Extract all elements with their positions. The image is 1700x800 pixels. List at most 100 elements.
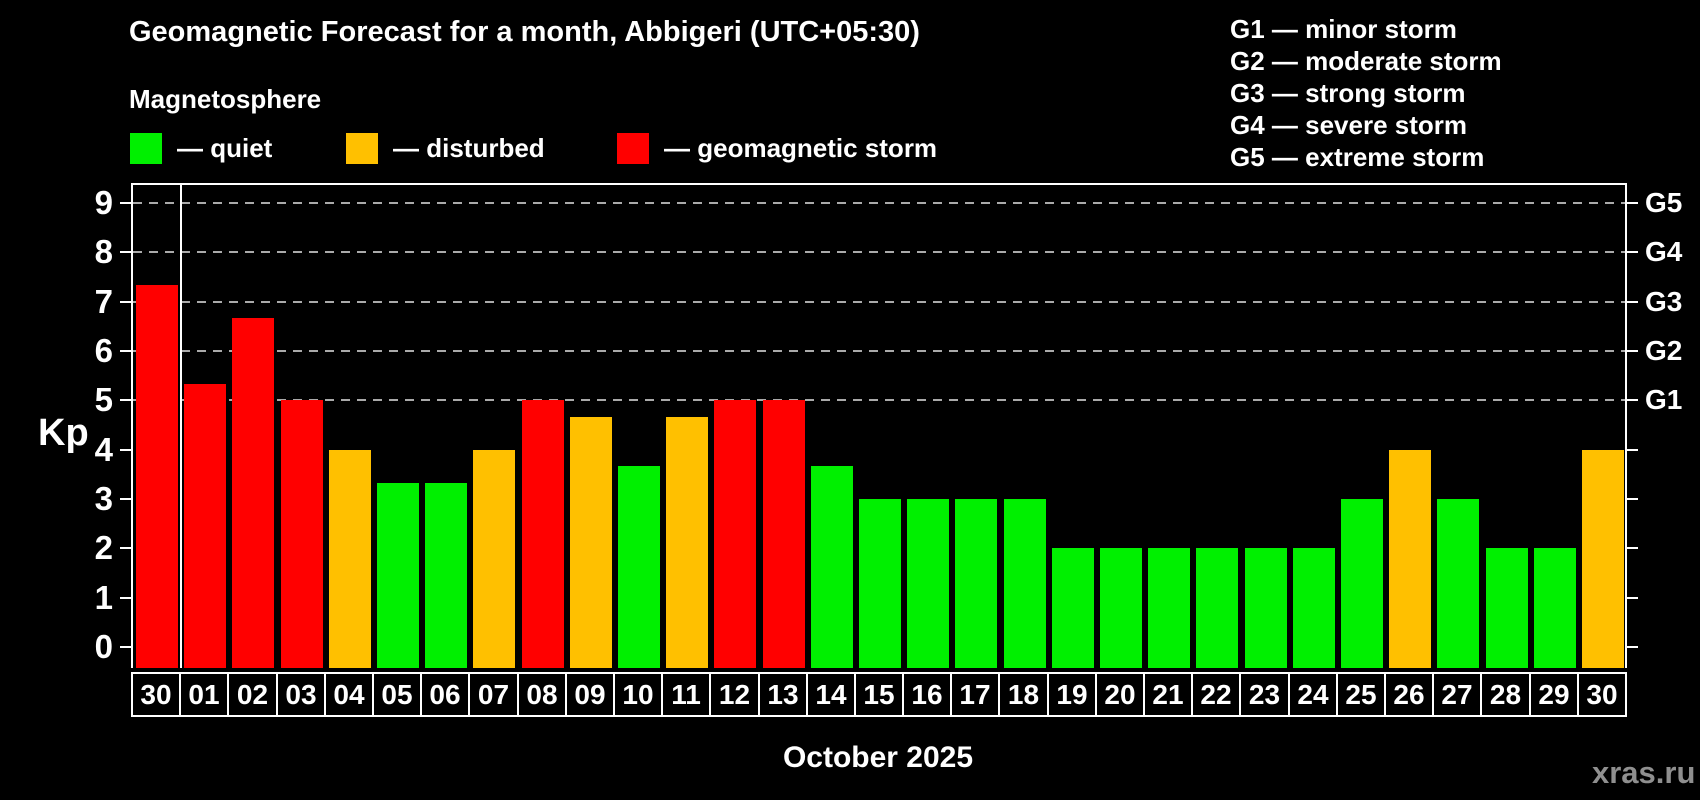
day-cell-18: 18 — [998, 672, 1049, 717]
y-tick-left-1 — [120, 597, 131, 599]
month-separator-line — [180, 183, 182, 668]
y-tick-left-9 — [120, 202, 131, 204]
day-cell-1: 01 — [179, 672, 229, 717]
day-axis: 30 01 02 03 04 05 06 07 08 09 10 11 12 13 14 15 16 17 18 19… — [131, 672, 1631, 717]
y-tick-left-6 — [120, 350, 131, 352]
storm-scale-line-g1: G1 — minor storm — [1230, 14, 1457, 44]
day-cell-20: 20 — [1095, 672, 1145, 717]
bar-day-21 — [1148, 548, 1190, 668]
bar-day-17 — [955, 499, 997, 668]
day-cell-7: 07 — [468, 672, 519, 717]
day-cell-29: 29 — [1529, 672, 1579, 717]
day-cell-30: 30 — [1577, 672, 1627, 717]
bar-day-04 — [329, 450, 371, 668]
y-tick-right-2 — [1627, 547, 1638, 549]
y-tick-right-1 — [1627, 597, 1638, 599]
bar-day-02 — [232, 318, 274, 668]
day-cell-10: 10 — [613, 672, 663, 717]
day-cell-8: 08 — [517, 672, 567, 717]
day-cell-14: 14 — [806, 672, 856, 717]
bar-day-20 — [1100, 548, 1142, 668]
watermark: xras.ru — [1592, 755, 1696, 790]
y-axis-title: Kp — [38, 412, 89, 454]
bar-day-25 — [1341, 499, 1383, 668]
g-scale-label-g3: G3 — [1645, 286, 1683, 317]
y-tick-label-8: 8 — [94, 233, 113, 270]
bar-day-16 — [907, 499, 949, 668]
bar-day-13 — [763, 400, 805, 668]
y-tick-left-8 — [120, 251, 131, 253]
storm-scale-line-g4: G4 — severe storm — [1230, 110, 1468, 140]
storm-scale-line-g3: G3 — strong storm — [1230, 78, 1466, 108]
bar-day-08 — [522, 400, 564, 668]
plot-top-border — [131, 183, 1627, 185]
day-cell-24: 24 — [1288, 672, 1338, 717]
y-tick-label-2: 2 — [94, 529, 113, 566]
day-cell-23: 23 — [1239, 672, 1290, 717]
y-tick-label-5: 5 — [94, 381, 113, 418]
plot-area: 0 1 2 3 4 5 6 7 8 9 G1 G2 G3 G4 G5 — [95, 183, 1682, 668]
legend-item-disturbed: — disturbed — [346, 133, 545, 164]
y-tick-right-7 — [1627, 301, 1638, 303]
disturbed-swatch-icon — [346, 133, 378, 164]
y-tick-left-0 — [120, 646, 131, 648]
day-cell-27: 27 — [1432, 672, 1482, 717]
day-cell-19: 19 — [1047, 672, 1097, 717]
day-cell-11: 11 — [661, 672, 711, 717]
day-cell-12: 12 — [709, 672, 760, 717]
bar-day-01 — [184, 384, 226, 668]
page-title: Geomagnetic Forecast for a month, Abbige… — [129, 16, 920, 48]
bar-day-30 — [136, 285, 178, 668]
bar-day-19 — [1052, 548, 1094, 668]
bar-day-09 — [570, 417, 612, 668]
day-cell-5: 05 — [372, 672, 422, 717]
legend-item-storm: — geomagnetic storm — [617, 133, 937, 164]
day-cell-21: 21 — [1143, 672, 1193, 717]
y-tick-left-5 — [120, 399, 131, 401]
legend-quiet-label: — quiet — [177, 133, 273, 163]
bar-day-27 — [1437, 499, 1479, 668]
bar-day-06 — [425, 483, 467, 668]
bar-day-18 — [1004, 499, 1046, 668]
quiet-swatch-icon — [130, 133, 162, 164]
legend-disturbed-label: — disturbed — [393, 133, 545, 163]
day-cell-17: 17 — [950, 672, 1000, 717]
bar-day-15 — [859, 499, 901, 668]
bar-day-05 — [377, 483, 419, 668]
day-cell-28: 28 — [1480, 672, 1531, 717]
day-cell-3: 03 — [276, 672, 326, 717]
bar-day-12 — [714, 400, 756, 668]
y-tick-right-0 — [1627, 646, 1638, 648]
g-scale-label-g1: G1 — [1645, 384, 1683, 415]
x-axis-title: October 2025 — [782, 741, 974, 774]
gridline-kp5 — [133, 399, 1625, 401]
bar-day-23 — [1245, 548, 1287, 668]
day-cell-13: 13 — [758, 672, 808, 717]
y-tick-right-9 — [1627, 202, 1638, 204]
y-tick-right-4 — [1627, 449, 1638, 451]
day-cell-16: 16 — [902, 672, 952, 717]
y-axis-right-line — [1625, 183, 1627, 668]
y-tick-left-2 — [120, 547, 131, 549]
y-tick-left-4 — [120, 449, 131, 451]
gridline-kp7 — [133, 301, 1625, 303]
bar-day-03 — [281, 400, 323, 668]
bar-day-29 — [1534, 548, 1576, 668]
y-tick-left-3 — [120, 498, 131, 500]
y-tick-label-1: 1 — [94, 579, 113, 616]
day-cell-15: 15 — [854, 672, 904, 717]
day-cell-6: 06 — [420, 672, 470, 717]
bar-day-28 — [1486, 548, 1528, 668]
bar-day-30 — [1582, 450, 1624, 668]
y-tick-right-6 — [1627, 350, 1638, 352]
y-tick-label-0: 0 — [94, 628, 113, 665]
y-tick-right-5 — [1627, 399, 1638, 401]
legend-item-quiet: — quiet — [130, 133, 272, 164]
g-scale-label-g4: G4 — [1645, 236, 1683, 267]
day-cell-2: 02 — [227, 672, 278, 717]
g-scale-label-g5: G5 — [1645, 187, 1683, 218]
y-tick-right-8 — [1627, 251, 1638, 253]
g-scale-label-g2: G2 — [1645, 335, 1683, 366]
bar-day-14 — [811, 466, 853, 668]
